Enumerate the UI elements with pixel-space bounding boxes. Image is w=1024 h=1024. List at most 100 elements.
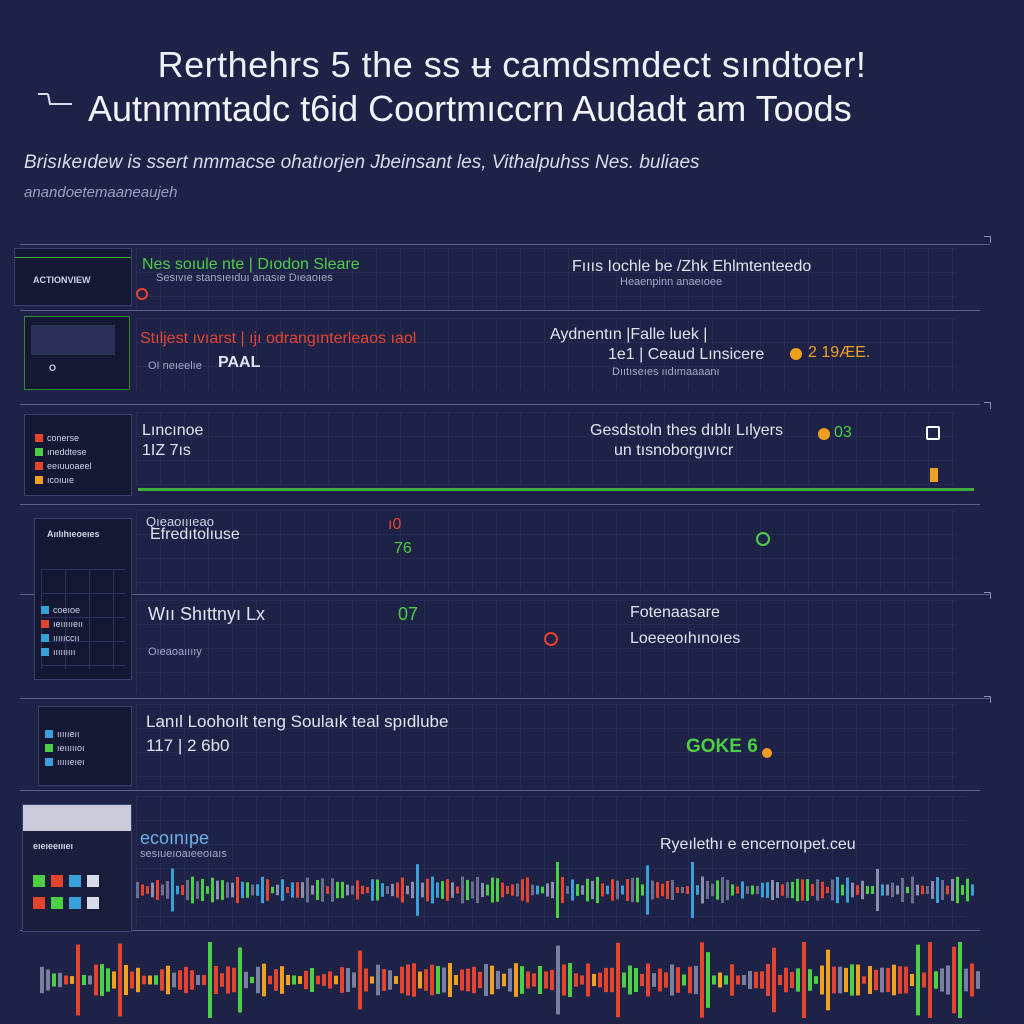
signal-bar — [148, 975, 152, 985]
signal-bar — [146, 886, 149, 894]
signal-bar — [112, 971, 116, 989]
square-icon — [41, 620, 49, 628]
signal-bar — [838, 966, 842, 994]
signal-bar — [396, 882, 399, 898]
row3-thumbnail[interactable]: conerse ıneddtese eeıuuoaeel ıcoıuıe — [24, 414, 132, 496]
signal-bar — [172, 972, 176, 988]
signal-bar — [551, 881, 554, 899]
divider — [20, 930, 980, 931]
signal-bar — [82, 974, 86, 986]
signal-bar — [748, 970, 752, 990]
signal-bar — [261, 876, 264, 904]
signal-bar — [142, 975, 146, 985]
signal-bar — [201, 878, 204, 902]
signal-bar — [202, 975, 206, 985]
signal-bar — [280, 966, 284, 994]
signal-bar — [521, 879, 524, 901]
signal-strip — [40, 942, 980, 1018]
thumbnail-label: ACTIONVIEW — [33, 275, 91, 285]
signal-bar — [268, 975, 272, 985]
thumbnail-item: ıııııccıı — [41, 633, 80, 643]
signal-bar — [934, 971, 938, 989]
signal-bar — [796, 968, 800, 992]
signal-bar — [636, 877, 639, 903]
row2-right-value: 2 19ÆE. — [808, 344, 871, 361]
signal-bar — [641, 884, 644, 896]
signal-bar — [760, 971, 764, 989]
signal-bar — [516, 883, 519, 897]
signal-bar — [946, 965, 950, 995]
row-grid — [136, 600, 956, 694]
signal-bar — [214, 965, 218, 995]
chevron-icon — [984, 592, 991, 599]
signal-bar — [124, 964, 128, 996]
signal-bar — [76, 944, 80, 1016]
signal-bar — [421, 882, 424, 898]
row-grid — [136, 796, 966, 926]
signal-bar — [791, 881, 794, 899]
signal-bar — [952, 946, 956, 1014]
signal-bar — [681, 886, 684, 894]
signal-bar — [790, 972, 794, 988]
signal-bar — [416, 864, 419, 916]
signal-bar — [361, 885, 364, 895]
signal-bar — [446, 879, 449, 901]
signal-bar — [211, 877, 214, 903]
signal-bar — [871, 886, 874, 894]
signal-bar — [491, 877, 494, 903]
signal-bar — [898, 966, 902, 994]
square-icon[interactable] — [926, 426, 940, 440]
signal-bar — [808, 969, 812, 991]
signal-bar — [478, 971, 482, 989]
signal-bar — [901, 877, 904, 903]
row6-thumbnail[interactable]: eıeıeeıııeı — [22, 804, 132, 932]
row4-value-b: 76 — [394, 540, 412, 557]
signal-bar — [711, 883, 714, 897]
signal-bar — [161, 884, 164, 896]
signal-bar — [916, 884, 919, 896]
signal-bar — [971, 884, 974, 896]
row1-title: Nes soıule nte | Dıodon Sleare — [142, 256, 360, 273]
row4-subtitle: Efredıtolıuse — [150, 526, 240, 543]
signal-bar — [561, 877, 564, 903]
page-subtitle-secondary: anandoetemaaneaujeh — [24, 184, 178, 201]
row2-right-line2: 1e1 | Ceaud Lınsicere — [608, 346, 765, 363]
square-icon — [45, 744, 53, 752]
signal-bar — [481, 882, 484, 898]
square-icon — [69, 875, 81, 887]
signal-bar — [802, 942, 806, 1018]
signal-bar — [861, 880, 864, 900]
row1-thumbnail[interactable]: ACTIONVIEW — [14, 248, 132, 306]
signal-bar — [581, 885, 584, 895]
square-icon — [35, 462, 43, 470]
signal-bar — [856, 885, 859, 895]
page-title-line1: Rerthehrs 5 the ss ʉ camdsmdect sındtoer… — [157, 44, 867, 85]
signal-bar — [718, 972, 722, 988]
signal-bar — [532, 973, 536, 987]
row2-thumbnail[interactable]: O — [24, 316, 130, 390]
signal-bar — [296, 882, 299, 898]
signal-bar — [246, 882, 249, 898]
signal-bar — [892, 964, 896, 996]
signal-bar — [466, 968, 470, 992]
signal-bar — [694, 965, 698, 995]
row5-thumbnail[interactable]: ıııııeıı ıeıııııoı ıııııeıeı — [38, 706, 132, 786]
row4-thumbnail[interactable]: Aıılıhıeoeıes coeıoe ıeıııııeıı ıııııccı… — [34, 518, 132, 680]
signal-bar — [556, 945, 560, 1015]
signal-bar — [262, 963, 266, 997]
signal-bar — [576, 884, 579, 896]
signal-bar — [656, 882, 659, 898]
status-dot-icon — [756, 532, 770, 546]
signal-bar — [604, 967, 608, 993]
signal-bar — [921, 885, 924, 895]
signal-bar — [331, 878, 334, 902]
signal-bar — [651, 880, 654, 900]
signal-bar — [364, 968, 368, 992]
status-dot-icon — [544, 632, 558, 646]
signal-bar — [476, 876, 479, 904]
signal-bar — [340, 967, 344, 993]
signal-bar — [336, 881, 339, 899]
signal-bar — [730, 964, 734, 996]
signal-bar — [922, 972, 926, 988]
divider-highlight — [138, 488, 974, 491]
